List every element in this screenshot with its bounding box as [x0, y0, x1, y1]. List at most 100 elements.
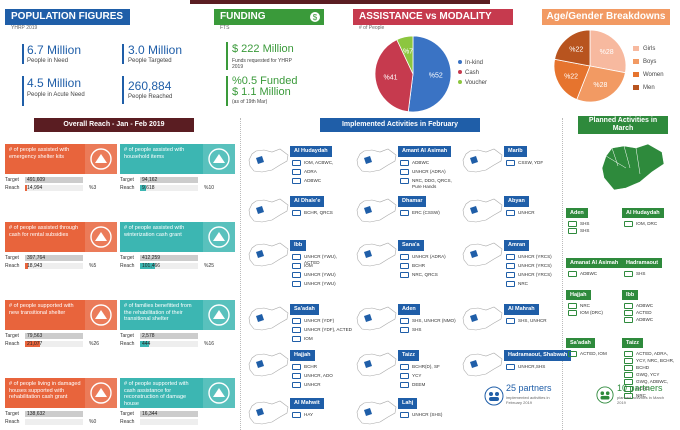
partner-text: ADRA: [304, 169, 317, 174]
modality-slice-cash: [374, 39, 414, 113]
people-in-need-value: 6.7 Million: [27, 43, 82, 57]
partner-text: UNHCR (ADRA): [412, 169, 446, 174]
reach-bar: [25, 419, 83, 425]
partner-text: SHS: [580, 228, 590, 233]
partner-text: IOM: [304, 263, 313, 268]
target-value: 2,578: [142, 333, 155, 339]
people-targeted-label: People Targeted: [128, 58, 172, 64]
agegender-slice-label: %28: [593, 82, 607, 89]
governorate-map-icon: [248, 148, 289, 173]
partner-text: IOM, DRC: [636, 221, 658, 226]
title-strip: [190, 0, 490, 4]
planned-governorate-label: Amanat Al Asimah: [566, 258, 623, 268]
agegender-legend-item: Girls: [633, 46, 655, 52]
partner-text: UNHCR (ADRA): [412, 254, 446, 259]
reach-label: Reach: [5, 263, 20, 269]
legend-label: Boys: [643, 59, 657, 66]
reach-fill: [25, 341, 41, 347]
agegender-slice-label: %22: [569, 46, 583, 53]
partner-text: SHS: [636, 271, 646, 276]
reach-fill: [140, 185, 146, 191]
partner-text: ACTED: [636, 310, 652, 315]
modality-slice-inkind: [407, 35, 452, 113]
target-label: Target: [5, 177, 19, 183]
partner-icon: [506, 272, 515, 278]
target-bar: 491,609: [25, 177, 83, 183]
target-label: Target: [120, 333, 134, 339]
partner-text: UNHCR: [518, 210, 535, 215]
partner-text: IOM, ACBWC,: [304, 160, 334, 165]
reach-label: Reach: [120, 185, 135, 191]
partner-text: UNHCR (YRCS): [518, 254, 552, 259]
partner-icon: [292, 169, 301, 175]
partner-text: UNHCR (YWU), ACTED: [304, 254, 337, 265]
implemented-header: Implemented Activities in February: [320, 118, 480, 132]
partner-text: NRC: [636, 393, 646, 398]
people-targeted-value: 3.0 Million: [128, 43, 183, 57]
partner-text: IOM: [304, 336, 313, 341]
legend-label: Girls: [643, 46, 656, 53]
governorate-label: Aden: [398, 304, 420, 315]
funded-value: $ 1.1 Million: [232, 86, 291, 98]
partner-icon: [624, 221, 633, 227]
partner-icon: [400, 263, 409, 269]
reach-label: Reach: [120, 341, 135, 347]
modality-slice-label: %7: [403, 49, 413, 56]
agegender-slice-label: %22: [564, 73, 578, 80]
reach-percent: %25: [204, 263, 215, 269]
partner-icon: [292, 382, 301, 388]
governorate-map-icon: [356, 400, 397, 425]
implemented-partners-count: 25 partners: [506, 383, 552, 393]
reach-value: 444: [142, 341, 151, 347]
modality-legend-item: Voucher: [458, 80, 487, 86]
target-bar: 138,632: [25, 411, 83, 417]
partner-text: BCHD: [636, 365, 650, 370]
target-value: 138,632: [27, 411, 46, 417]
planned-governorate-label: Al Hudaydah: [622, 208, 664, 218]
partner-icon: [624, 372, 633, 378]
partner-icon: [624, 271, 633, 277]
snow-icon: [203, 222, 235, 252]
planned-partners-count: 10 partners: [617, 383, 663, 393]
target-bar: 16,344: [140, 411, 198, 417]
cash-icon: [85, 222, 117, 252]
agegender-slice-women: [553, 58, 591, 100]
partner-text: GWQ, ADBWC,: [636, 379, 669, 384]
partner-icon: [292, 210, 301, 216]
agegender-slice-men: [554, 29, 591, 67]
funded-percent: %0.5 Funded: [232, 75, 298, 87]
partner-icon: [624, 351, 633, 357]
partner-text: NRC, DDG, QRCS, Pure Hands: [412, 178, 452, 189]
divider: [562, 118, 563, 430]
funded-note: (as of 19th Mar): [232, 99, 268, 105]
reach-percent: %3: [89, 185, 97, 191]
partner-icon: [400, 210, 409, 216]
population-sub: YHRP 2019: [11, 25, 38, 31]
target-bar: 94,162: [140, 177, 198, 183]
house4-icon: [203, 378, 235, 408]
assistance-header: ASSISTANCE vs MODALITY: [353, 9, 513, 25]
tent-icon: [85, 144, 117, 174]
partner-icon: [506, 210, 515, 216]
legend-dot: [458, 70, 462, 75]
partner-icon: [400, 318, 409, 324]
governorate-label: Sa'adah: [290, 304, 319, 315]
governorate-label: Amant Al Asimah: [398, 146, 452, 157]
partner-icon: [568, 228, 577, 234]
partner-text: YCY, NRC, BCHR,: [636, 358, 675, 363]
money-icon: $: [310, 12, 320, 22]
partner-icon: [400, 373, 409, 379]
reach-percent: %26: [89, 341, 100, 347]
modality-legend-item: Cash: [458, 70, 479, 76]
accent-bar: [22, 76, 24, 106]
reach-card-text: # of people assisted through cash for re…: [5, 222, 85, 252]
target-bar: 2,578: [140, 333, 198, 339]
legend-label: Voucher: [465, 80, 488, 86]
partner-text: ERC (CSSW): [412, 210, 440, 215]
svg-text:$: $: [313, 13, 318, 22]
governorate-map-icon: [462, 242, 503, 267]
reach-label: Reach: [5, 341, 20, 347]
partner-icon: [506, 254, 515, 260]
reach-card-text: # of people assisted with household item…: [120, 144, 203, 174]
partner-text: UNHCR,SHS: [518, 364, 546, 369]
